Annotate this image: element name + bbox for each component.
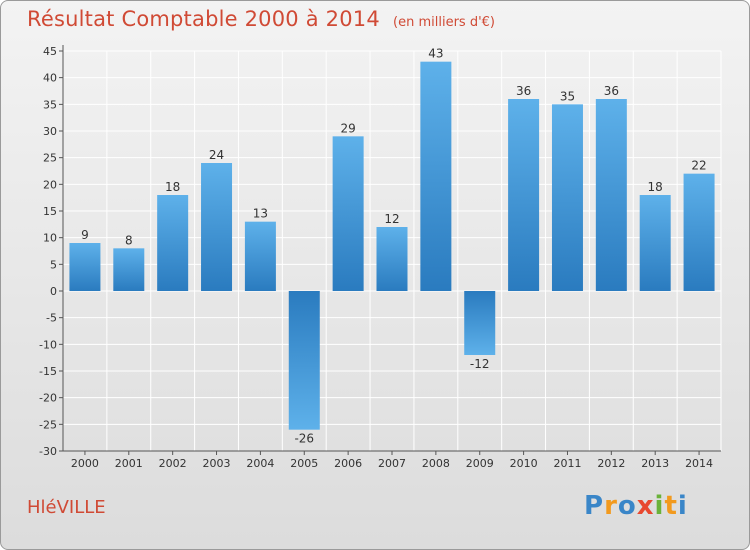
bar-2013 — [639, 195, 671, 291]
data-label-2006: 29 — [340, 121, 355, 135]
x-tick-label: 2005 — [290, 457, 318, 470]
chart-subtitle: (en milliers d'€) — [393, 15, 495, 30]
data-label-2003: 24 — [209, 148, 224, 162]
bar-2002 — [157, 195, 189, 291]
bar-2008 — [420, 61, 452, 291]
y-tick-label: 5 — [50, 258, 57, 271]
logo-letter: r — [604, 491, 618, 521]
data-label-2001: 8 — [125, 233, 133, 247]
data-label-2013: 18 — [648, 180, 663, 194]
y-tick-label: -20 — [39, 392, 57, 405]
x-tick-label: 2004 — [246, 457, 274, 470]
y-tick-label: 35 — [43, 98, 57, 111]
y-tick-label: -25 — [39, 418, 57, 431]
x-tick-label: 2010 — [510, 457, 538, 470]
bar-2014 — [683, 173, 715, 291]
bar-2000 — [69, 243, 101, 291]
y-tick-label: 15 — [43, 205, 57, 218]
y-tick-label: 30 — [43, 125, 57, 138]
data-label-2010: 36 — [516, 84, 531, 98]
bar-2006 — [332, 136, 364, 291]
bar-2011 — [551, 104, 583, 291]
bar-2001 — [113, 248, 145, 291]
x-tick-label: 2014 — [685, 457, 713, 470]
y-tick-label: 20 — [43, 178, 57, 191]
data-label-2002: 18 — [165, 180, 180, 194]
town-name: HléVILLE — [27, 497, 106, 518]
x-tick-label: 2007 — [378, 457, 406, 470]
x-tick-label: 2008 — [422, 457, 450, 470]
chart-title: Résultat Comptable 2000 à 2014 — [27, 7, 380, 31]
x-tick-label: 2009 — [466, 457, 494, 470]
y-tick-label: 0 — [50, 285, 57, 298]
logo-letter: i — [677, 491, 688, 521]
bar-2009 — [464, 291, 496, 355]
logo-letter: i — [654, 491, 665, 521]
bar-2005 — [288, 291, 320, 430]
bar-2007 — [376, 227, 408, 291]
data-label-2007: 12 — [384, 212, 399, 226]
data-label-2014: 22 — [691, 159, 706, 173]
logo-letter: x — [636, 491, 655, 521]
title-block: Résultat Comptable 2000 à 2014 (en milli… — [27, 7, 495, 31]
x-tick-label: 2011 — [553, 457, 581, 470]
y-tick-label: -15 — [39, 365, 57, 378]
logo-letter: P — [584, 491, 605, 521]
y-tick-label: -10 — [39, 338, 57, 351]
data-labels: 9 8 18 24 13 -26 29 12 43 -12 36 35 36 18 22 — [81, 47, 707, 446]
proxiti-logo: Proxiti — [584, 491, 688, 521]
bars — [69, 61, 715, 430]
y-tick-label: -5 — [46, 312, 57, 325]
bar-2010 — [508, 99, 540, 291]
x-tick-label: 2003 — [203, 457, 231, 470]
y-tick-label: 45 — [43, 45, 57, 58]
axes: 45 40 35 30 25 20 15 10 5 0 -5 -10 -15 -20 -25 -30 2000 2… — [39, 45, 721, 470]
data-label-2012: 36 — [604, 84, 619, 98]
logo-letter: t — [664, 491, 678, 521]
data-label-2005: -26 — [294, 432, 314, 446]
x-tick-label: 2002 — [159, 457, 187, 470]
x-tick-label: 2001 — [115, 457, 143, 470]
y-tick-label: 10 — [43, 232, 57, 245]
x-tick-label: 2000 — [71, 457, 99, 470]
x-tick-label: 2013 — [641, 457, 669, 470]
data-label-2011: 35 — [560, 89, 575, 103]
logo-letter: o — [617, 491, 637, 521]
x-tick-label: 2012 — [597, 457, 625, 470]
data-label-2004: 13 — [253, 207, 268, 221]
y-tick-label: 25 — [43, 152, 57, 165]
x-tick-label: 2006 — [334, 457, 362, 470]
bar-2012 — [595, 99, 627, 291]
bar-2004 — [244, 221, 276, 291]
data-label-2008: 43 — [428, 47, 443, 61]
data-label-2009: -12 — [470, 357, 490, 371]
data-label-2000: 9 — [81, 228, 89, 242]
y-tick-label: -30 — [39, 445, 57, 458]
bar-2003 — [201, 163, 233, 291]
y-tick-label: 40 — [43, 72, 57, 85]
